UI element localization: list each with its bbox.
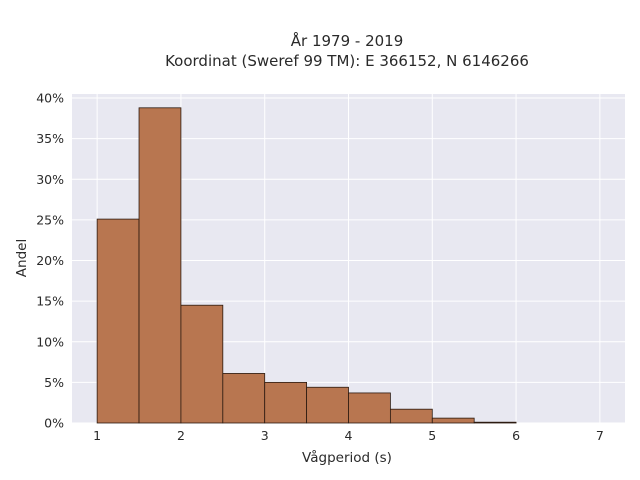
- x-tick-labels: 1 2 3 4 5 6 7: [93, 428, 604, 443]
- y-tick-label: 5%: [44, 375, 64, 390]
- x-tick-label: 6: [512, 428, 520, 443]
- y-tick-label: 25%: [36, 212, 64, 227]
- y-tick-label: 20%: [36, 253, 64, 268]
- histogram-bar: [96, 218, 140, 424]
- x-tick-label: 7: [596, 428, 604, 443]
- y-tick-label: 0%: [44, 416, 64, 431]
- x-tick-label: 1: [93, 428, 101, 443]
- histogram-bar: [180, 304, 224, 424]
- histogram-bar: [348, 392, 391, 424]
- chart-title-line-2: Koordinat (Sweref 99 TM): E 366152, N 61…: [165, 52, 529, 70]
- chart-title-line-1: År 1979 - 2019: [291, 31, 404, 50]
- y-tick-label: 40%: [36, 91, 64, 106]
- bars: [96, 107, 517, 424]
- x-tick-label: 3: [261, 428, 269, 443]
- histogram-bar: [389, 408, 433, 424]
- y-tick-label: 15%: [36, 294, 64, 309]
- x-tick-label: 2: [177, 428, 185, 443]
- histogram-bar: [431, 417, 475, 424]
- histogram-bar: [473, 421, 517, 424]
- y-tick-labels: 0% 5% 10% 15% 20% 25% 30% 35% 40%: [36, 91, 64, 431]
- x-axis-label: Vågperiod (s): [302, 449, 392, 466]
- y-axis-label: Andel: [14, 239, 30, 277]
- histogram-bar: [222, 373, 266, 424]
- x-tick-label: 5: [428, 428, 436, 443]
- x-tick-label: 4: [345, 428, 353, 443]
- histogram-bar: [138, 107, 182, 424]
- histogram-bar: [306, 386, 349, 424]
- y-tick-label: 10%: [36, 334, 64, 349]
- histogram-bar: [264, 381, 308, 424]
- y-tick-label: 35%: [36, 131, 64, 146]
- y-tick-label: 30%: [36, 172, 64, 187]
